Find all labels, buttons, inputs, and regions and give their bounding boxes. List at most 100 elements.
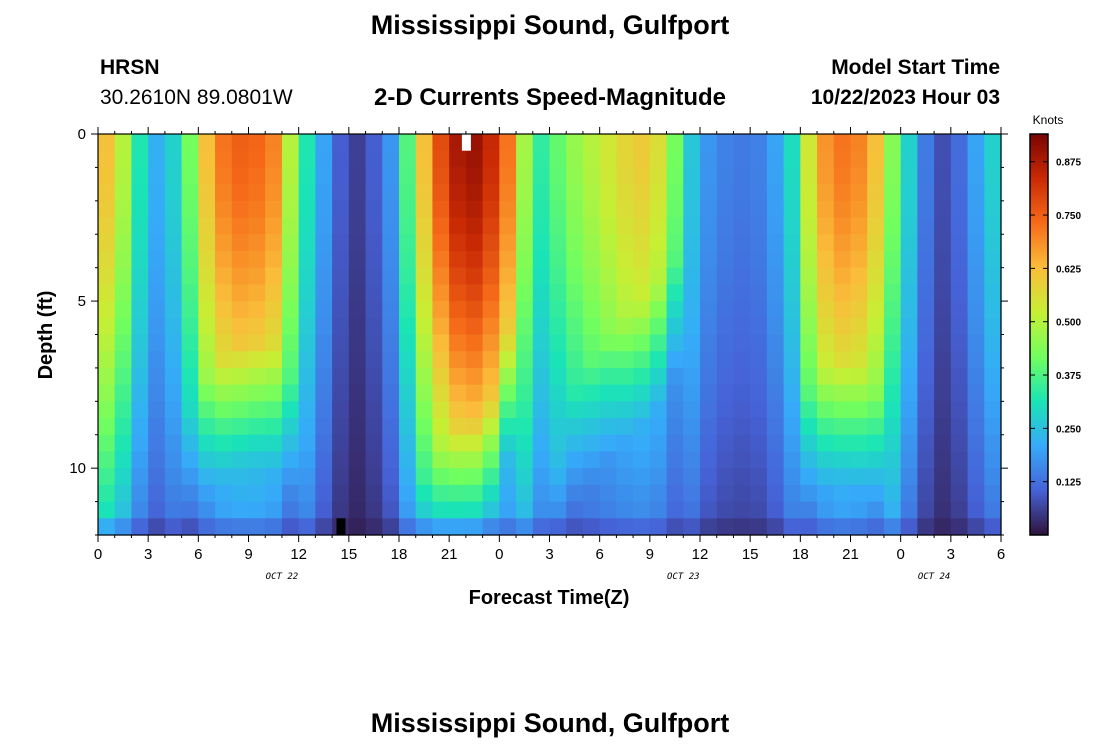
heatmap-cell	[683, 317, 701, 336]
heatmap-cell	[215, 384, 233, 402]
heatmap-cell	[800, 217, 818, 235]
heatmap-cell	[984, 250, 1002, 269]
heatmap-cell	[265, 501, 283, 519]
heatmap-cell	[265, 217, 283, 235]
heatmap-cell	[616, 234, 634, 252]
heatmap-cell	[917, 367, 935, 386]
heatmap-cell	[148, 200, 166, 219]
heatmap-cell	[716, 418, 735, 436]
heatmap-cell	[265, 367, 283, 386]
heatmap-cell	[700, 434, 718, 453]
heatmap-cell	[365, 418, 383, 436]
heatmap-cell	[616, 317, 634, 336]
heatmap-cell	[833, 167, 852, 185]
heatmap-cell	[215, 250, 233, 269]
heatmap-cell	[231, 301, 250, 319]
heatmap-cell	[934, 468, 952, 486]
heatmap-cell	[750, 401, 768, 419]
heatmap-cell	[449, 501, 467, 519]
heatmap-cell	[215, 501, 233, 519]
heatmap-cell	[800, 250, 818, 269]
heatmap-cell	[315, 384, 333, 402]
heatmap-cell	[332, 317, 350, 336]
heatmap-cell	[683, 267, 701, 285]
heatmap-cell	[750, 301, 768, 319]
heatmap-cell	[198, 184, 216, 202]
heatmap-cell	[549, 468, 567, 486]
heatmap-cell	[666, 150, 684, 169]
heatmap-cell	[382, 501, 400, 519]
heatmap-cell	[181, 401, 199, 419]
heatmap-cell	[215, 518, 233, 536]
heatmap-cell	[700, 418, 718, 436]
heatmap-cell	[984, 167, 1002, 185]
heatmap-cell	[449, 284, 467, 302]
heatmap-cell	[532, 468, 551, 486]
heatmap-cell	[599, 217, 617, 235]
heatmap-cell	[900, 134, 918, 152]
heatmap-cell	[198, 434, 216, 453]
heatmap-cell	[666, 367, 684, 386]
heatmap-cell	[850, 150, 868, 169]
heatmap-cell	[348, 301, 367, 319]
heatmap-cell	[850, 217, 868, 235]
heatmap-cell	[582, 267, 601, 285]
heatmap-cell	[131, 367, 149, 386]
heatmap-cell	[432, 217, 450, 235]
heatmap-cell	[683, 367, 701, 386]
heatmap-cell	[198, 150, 216, 169]
heatmap-cell	[532, 317, 551, 336]
heatmap-cell	[315, 484, 333, 503]
heatmap-cell	[766, 434, 785, 453]
heatmap-cell	[633, 501, 651, 519]
heatmap-cell	[649, 317, 668, 336]
heatmap-cell	[298, 250, 316, 269]
heatmap-cell	[850, 518, 868, 536]
heatmap-cell	[934, 250, 952, 269]
heatmap-cell	[131, 150, 149, 169]
heatmap-cell	[599, 167, 617, 185]
heatmap-cell	[599, 284, 617, 302]
heatmap-cell	[482, 250, 500, 269]
heatmap-cell	[549, 418, 567, 436]
heatmap-cell	[750, 518, 768, 536]
heatmap-cell	[114, 501, 133, 519]
x-tick-label: 0	[94, 546, 102, 563]
heatmap-cell	[382, 367, 400, 386]
heatmap-cell	[833, 184, 852, 202]
heatmap-cell	[281, 200, 300, 219]
heatmap-cell	[984, 317, 1002, 336]
heatmap-cell	[516, 167, 534, 185]
heatmap-cell	[482, 468, 500, 486]
heatmap-cell	[98, 301, 116, 319]
heatmap-cell	[399, 434, 417, 453]
heatmap-cell	[984, 234, 1002, 252]
heatmap-cell	[883, 150, 902, 169]
heatmap-cell	[465, 501, 484, 519]
heatmap-cell	[700, 317, 718, 336]
heatmap-cell	[114, 468, 133, 486]
heatmap-cell	[298, 184, 316, 202]
heatmap-cell	[348, 384, 367, 402]
heatmap-cell	[649, 451, 668, 469]
heatmap-cell	[582, 234, 601, 252]
heatmap-cell	[499, 234, 517, 252]
heatmap-cell	[950, 468, 969, 486]
heatmap-cell	[817, 267, 835, 285]
heatmap-cell	[616, 334, 634, 352]
heatmap-cell	[867, 317, 885, 336]
heatmap-cell	[633, 468, 651, 486]
heatmap-cell	[934, 317, 952, 336]
heatmap-cell	[281, 134, 300, 152]
heatmap-cell	[666, 401, 684, 419]
heatmap-cell	[298, 167, 316, 185]
heatmap-cell	[616, 184, 634, 202]
heatmap-cell	[382, 250, 400, 269]
heatmap-cell	[231, 434, 250, 453]
heatmap-cell	[315, 234, 333, 252]
heatmap-cell	[867, 234, 885, 252]
heatmap-cell	[599, 184, 617, 202]
heatmap-cell	[566, 351, 584, 369]
model-start-value: 10/22/2023 Hour 03	[810, 86, 1000, 109]
heatmap-cell	[984, 418, 1002, 436]
